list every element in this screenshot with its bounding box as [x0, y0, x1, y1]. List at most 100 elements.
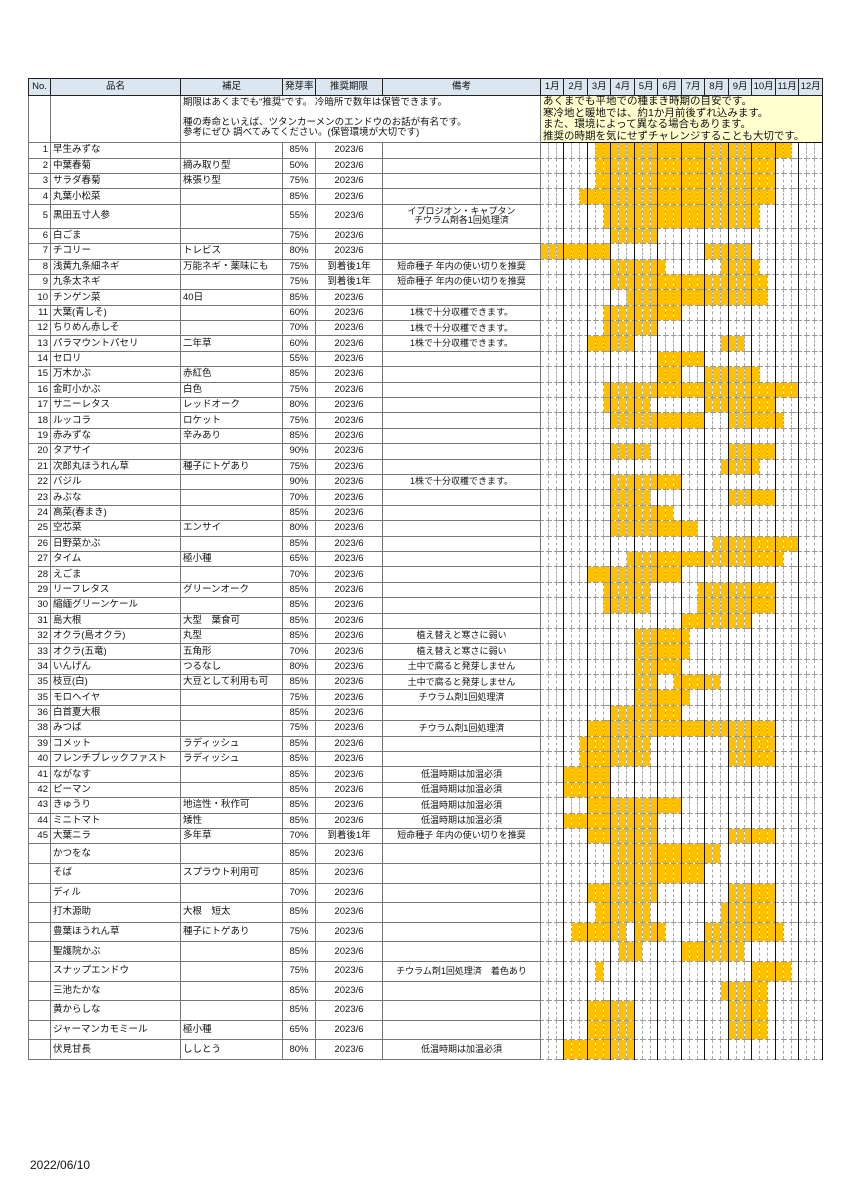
- calendar-cell: [688, 427, 698, 445]
- calendar-cell: [649, 489, 658, 506]
- calendar-cell: [649, 735, 658, 753]
- calendar-cell: [790, 335, 799, 352]
- calendar-cell: [680, 427, 690, 445]
- calendar-cell: [571, 381, 580, 399]
- calendar-cell: [704, 882, 713, 904]
- sowing-period-cell: [626, 735, 635, 753]
- calendar-cell: [680, 980, 690, 1002]
- calendar-cell: [790, 412, 799, 429]
- calendar-cell: [657, 1019, 666, 1041]
- remarks-line: 1株で十分収穫できます。: [409, 337, 514, 348]
- variety-name: ミニトマト: [50, 812, 181, 829]
- table-row: 39 コメット ラディッシュ 85% 2023/6: [28, 735, 823, 753]
- row-number: 41: [28, 766, 51, 783]
- calendar-cell: [790, 227, 799, 245]
- calendar-cell: [790, 597, 799, 614]
- calendar-cell: [798, 862, 807, 884]
- calendar-cell: [540, 735, 549, 753]
- calendar-cell: [720, 1000, 729, 1021]
- calendar-cell: [657, 243, 666, 260]
- calendar-cell: [712, 797, 721, 814]
- header-month: 5月: [633, 78, 659, 96]
- sowing-period-cell: [673, 366, 682, 383]
- table-row: ディル 70% 2023/6: [28, 882, 823, 904]
- calendar-cell: [579, 658, 588, 676]
- variety-name: チコリー: [50, 243, 181, 260]
- calendar-cell: [579, 627, 588, 645]
- calendar-cell: [782, 827, 792, 845]
- calendar-cell: [563, 1019, 572, 1041]
- calendar-cell: [579, 704, 588, 722]
- supplement: [180, 504, 283, 522]
- sowing-period-cell: [602, 397, 611, 414]
- sowing-period-cell: [673, 273, 682, 291]
- calendar-cell: [610, 612, 619, 629]
- calendar-cell: [571, 1000, 580, 1021]
- calendar-cell: [798, 366, 807, 383]
- sowing-period-cell: [618, 397, 627, 414]
- sowing-period-cell: [633, 704, 643, 722]
- calendar-cell: [751, 473, 760, 491]
- calendar-cell: [594, 520, 604, 537]
- sowing-period-cell: [712, 381, 721, 399]
- sowing-period-cell: [602, 735, 611, 753]
- sowing-period-cell: [618, 188, 627, 205]
- sowing-period-cell: [641, 504, 651, 522]
- germination-rate: 85%: [282, 627, 316, 645]
- calendar-cell: [540, 882, 549, 904]
- calendar-cell: [547, 882, 557, 904]
- calendar-cell: [594, 980, 604, 1002]
- calendar-cell: [563, 227, 572, 245]
- table-row: 21 次郎丸ほうれん草 種子にトゲあり 75% 2023/6: [28, 458, 823, 476]
- sowing-period-cell: [743, 735, 752, 753]
- calendar-cell: [594, 320, 604, 337]
- calendar-cell: [571, 335, 580, 352]
- supplement: スプラウト利用可: [180, 862, 283, 884]
- calendar-cell: [696, 797, 705, 814]
- calendar-cell: [751, 674, 760, 691]
- sowing-period-cell: [782, 381, 792, 399]
- calendar-cell: [790, 827, 799, 845]
- calendar-cell: [704, 520, 713, 537]
- row-number: 26: [28, 535, 51, 552]
- sowing-period-cell: [720, 720, 729, 737]
- calendar-cell: [586, 157, 596, 174]
- sowing-period-cell: [610, 882, 619, 904]
- sowing-period-cell: [610, 227, 619, 245]
- calendar-cell: [767, 689, 776, 706]
- calendar-cell: [759, 843, 768, 864]
- sowing-period-cell: [633, 473, 643, 491]
- calendar-cell: [571, 366, 580, 383]
- sowing-period-cell: [665, 720, 674, 737]
- sowing-period-cell: [641, 689, 651, 706]
- recommended-expiry: 2023/6: [315, 627, 383, 645]
- calendar-cell: [657, 597, 666, 614]
- calendar-cell: [579, 827, 588, 845]
- sowing-period-cell: [688, 203, 698, 229]
- calendar-cell: [774, 882, 784, 904]
- calendar-cell: [571, 980, 580, 1002]
- calendar-cell: [610, 550, 619, 568]
- calendar-cell: [735, 320, 745, 337]
- sowing-period-cell: [727, 172, 737, 190]
- sowing-period-cell: [696, 350, 705, 368]
- calendar-cell: [743, 797, 752, 814]
- calendar-cell: [563, 458, 572, 476]
- sowing-period-cell: [767, 535, 776, 552]
- sowing-period-cell: [657, 172, 666, 190]
- calendar-cell: [586, 203, 596, 229]
- calendar-cell: [767, 1019, 776, 1041]
- sowing-period-cell: [743, 381, 752, 399]
- variety-name: タイム: [50, 550, 181, 568]
- variety-name: 丸葉小松菜: [50, 188, 181, 205]
- calendar-cell: [712, 751, 721, 768]
- calendar-cell: [594, 381, 604, 399]
- sowing-period-cell: [618, 581, 627, 599]
- calendar-cell: [547, 289, 557, 306]
- remarks-line: 植え替えと寒さに弱い: [416, 645, 507, 656]
- supplement: [180, 350, 283, 368]
- sowing-period-cell: [649, 827, 658, 845]
- remarks: [382, 1000, 541, 1021]
- calendar-cell: [563, 350, 572, 368]
- calendar-cell: [774, 980, 784, 1002]
